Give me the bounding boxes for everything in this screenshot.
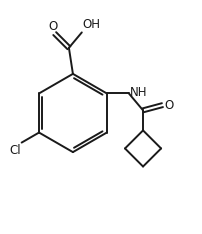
Text: Cl: Cl	[9, 144, 21, 157]
Text: O: O	[164, 99, 174, 112]
Text: NH: NH	[130, 86, 147, 99]
Text: OH: OH	[83, 18, 101, 31]
Text: O: O	[48, 20, 57, 33]
